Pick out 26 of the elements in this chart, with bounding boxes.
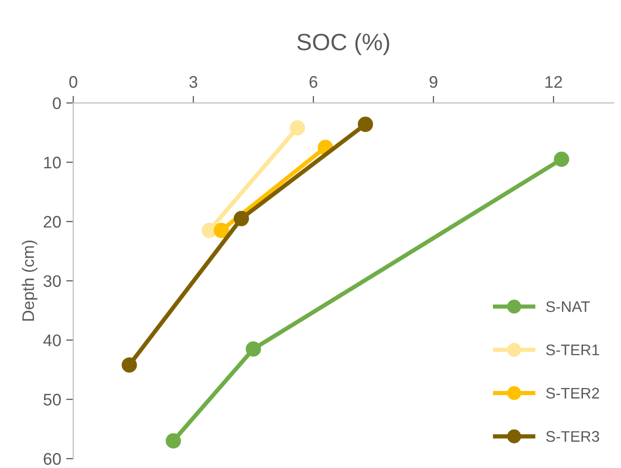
x-tick-label: 6 bbox=[310, 76, 318, 88]
y-tick-label: 30 bbox=[44, 275, 61, 288]
y-tick-label: 0 bbox=[52, 97, 61, 110]
y-tick-label: 20 bbox=[44, 216, 61, 228]
y-tick-label: 10 bbox=[44, 156, 61, 168]
y-axis-title: Depth (cm) bbox=[22, 240, 38, 321]
point bbox=[214, 222, 229, 238]
point bbox=[246, 341, 262, 357]
legend-label: S-TER1 bbox=[546, 344, 600, 356]
point bbox=[234, 210, 249, 226]
legend-label: S-TER3 bbox=[546, 431, 600, 442]
point bbox=[554, 152, 570, 167]
point bbox=[122, 357, 137, 373]
x-tick-label: 0 bbox=[69, 76, 78, 88]
point bbox=[166, 433, 181, 448]
point bbox=[290, 120, 306, 136]
chart-title: SOC (%) bbox=[297, 33, 390, 56]
y-tick-label: 60 bbox=[44, 453, 61, 465]
point bbox=[358, 116, 374, 132]
y-tick-label: 50 bbox=[44, 394, 61, 406]
y-tick-label: 40 bbox=[43, 334, 61, 346]
legend-label: S-NAT bbox=[546, 301, 590, 312]
x-tick-label: 12 bbox=[546, 76, 562, 88]
legend-label: S-TER2 bbox=[546, 388, 600, 399]
x-tick-label: 9 bbox=[430, 76, 438, 88]
x-tick-label: 3 bbox=[189, 76, 198, 88]
